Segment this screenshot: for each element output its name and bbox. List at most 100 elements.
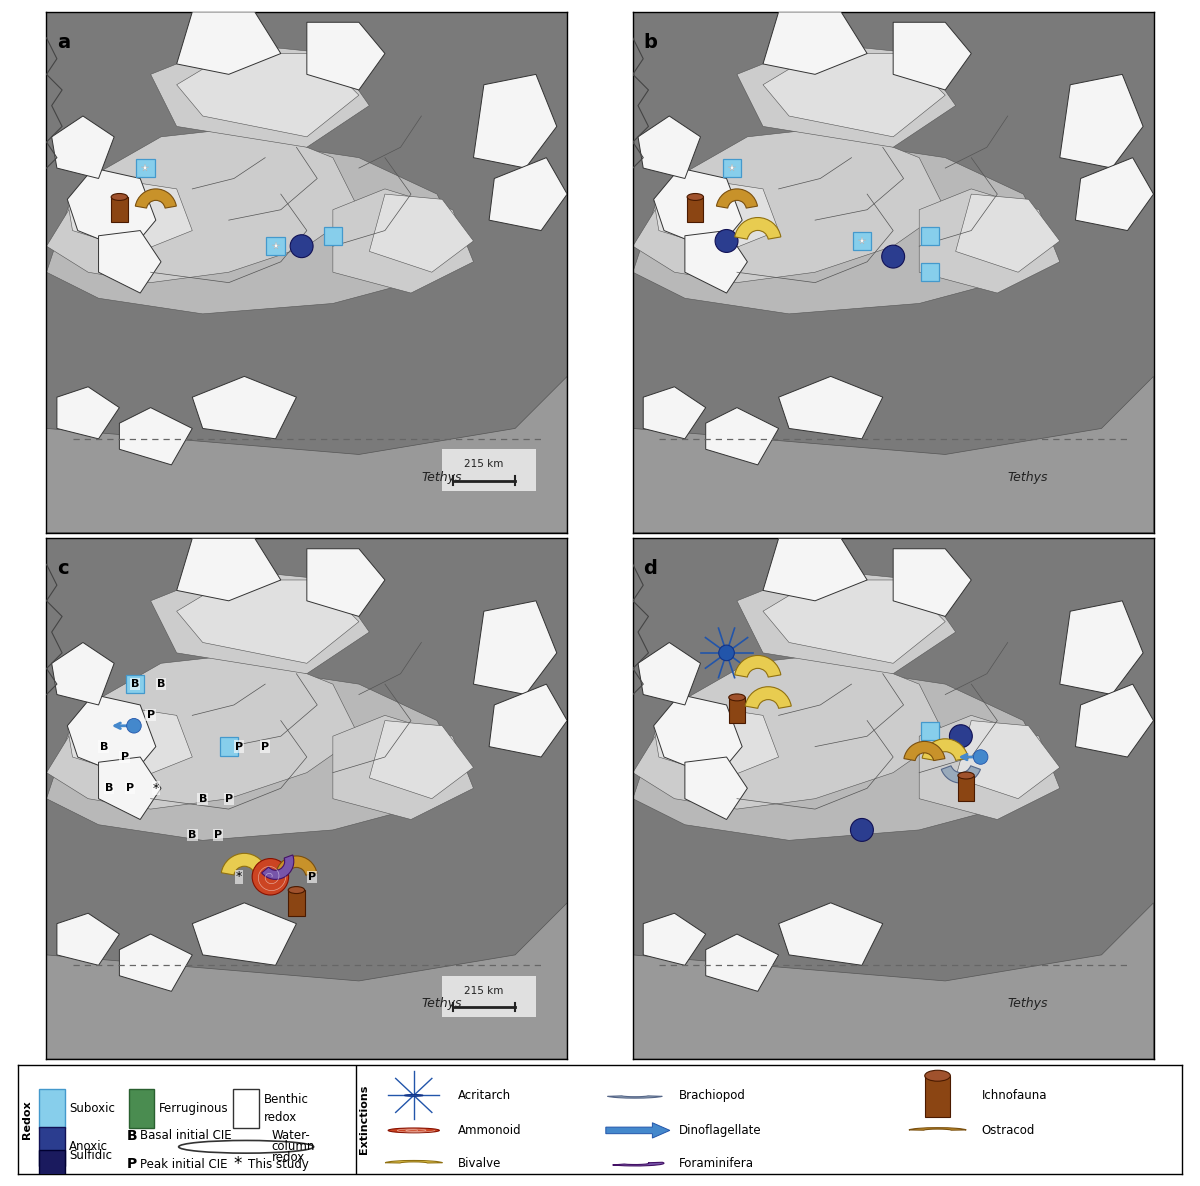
Polygon shape <box>706 408 779 465</box>
Circle shape <box>949 725 972 747</box>
Text: column: column <box>271 1140 316 1153</box>
Polygon shape <box>67 168 156 251</box>
Wedge shape <box>904 741 944 760</box>
Text: Tethys: Tethys <box>1008 997 1049 1010</box>
Text: B: B <box>198 793 206 804</box>
Bar <box>126 675 144 694</box>
Text: redox: redox <box>271 1152 305 1165</box>
Polygon shape <box>763 580 946 663</box>
Polygon shape <box>1060 601 1144 695</box>
Polygon shape <box>638 643 701 704</box>
Circle shape <box>882 246 905 268</box>
Polygon shape <box>779 903 883 965</box>
Text: Tethys: Tethys <box>421 471 462 484</box>
Polygon shape <box>490 684 568 757</box>
Polygon shape <box>893 23 971 90</box>
Wedge shape <box>716 189 757 208</box>
Polygon shape <box>685 757 748 820</box>
Text: B: B <box>157 680 166 689</box>
Text: Brachiopod: Brachiopod <box>679 1089 746 1102</box>
Polygon shape <box>490 158 568 230</box>
Polygon shape <box>638 116 701 178</box>
Circle shape <box>404 1095 424 1096</box>
Polygon shape <box>307 549 385 617</box>
Bar <box>266 237 284 255</box>
Ellipse shape <box>958 772 974 779</box>
Text: Sulfidic: Sulfidic <box>70 1149 113 1162</box>
Text: Bivalve: Bivalve <box>458 1156 502 1169</box>
Polygon shape <box>47 903 568 1059</box>
Text: Foraminifera: Foraminifera <box>679 1156 754 1169</box>
Text: B: B <box>126 1129 137 1143</box>
Polygon shape <box>52 116 114 178</box>
Polygon shape <box>47 652 359 809</box>
Text: P: P <box>308 872 316 881</box>
FancyBboxPatch shape <box>112 197 127 223</box>
Polygon shape <box>632 652 946 809</box>
Bar <box>443 449 536 491</box>
Polygon shape <box>893 549 971 617</box>
FancyArrow shape <box>606 1123 670 1139</box>
Polygon shape <box>643 913 706 965</box>
Text: P: P <box>235 741 244 752</box>
Wedge shape <box>136 189 176 208</box>
Bar <box>722 159 740 177</box>
Text: *: * <box>233 1155 241 1173</box>
Circle shape <box>388 1128 439 1133</box>
Circle shape <box>715 230 738 253</box>
Text: d: d <box>643 559 658 578</box>
Text: Anoxic: Anoxic <box>70 1140 108 1153</box>
Text: B: B <box>131 680 139 689</box>
Polygon shape <box>176 580 359 663</box>
Polygon shape <box>955 195 1060 273</box>
Polygon shape <box>1075 158 1153 230</box>
Bar <box>220 738 238 755</box>
FancyBboxPatch shape <box>728 697 745 723</box>
Polygon shape <box>119 408 192 465</box>
Polygon shape <box>1060 75 1144 168</box>
Ellipse shape <box>112 193 127 200</box>
Bar <box>38 1149 65 1175</box>
Polygon shape <box>632 127 946 282</box>
FancyBboxPatch shape <box>688 197 703 223</box>
Polygon shape <box>47 669 463 841</box>
Polygon shape <box>474 75 557 168</box>
Text: B: B <box>100 741 108 752</box>
Text: P: P <box>224 793 233 804</box>
Polygon shape <box>47 127 359 282</box>
Text: P: P <box>120 752 128 763</box>
Text: Tethys: Tethys <box>421 997 462 1010</box>
Polygon shape <box>56 387 119 439</box>
Polygon shape <box>654 168 742 251</box>
Bar <box>233 1089 259 1128</box>
Polygon shape <box>151 569 370 674</box>
Bar <box>324 227 342 244</box>
Polygon shape <box>192 376 296 439</box>
Polygon shape <box>763 12 868 75</box>
Text: Ammonoid: Ammonoid <box>458 1124 522 1137</box>
Text: Suboxic: Suboxic <box>70 1102 115 1115</box>
Polygon shape <box>643 387 706 439</box>
Text: *: * <box>152 782 158 795</box>
Polygon shape <box>56 913 119 965</box>
Text: a: a <box>56 33 70 52</box>
Text: b: b <box>643 33 658 52</box>
Wedge shape <box>908 1128 966 1130</box>
Text: Extinctions: Extinctions <box>359 1085 368 1154</box>
Polygon shape <box>654 695 742 778</box>
Wedge shape <box>607 1096 662 1098</box>
Polygon shape <box>685 230 748 293</box>
Ellipse shape <box>925 1070 950 1082</box>
Polygon shape <box>47 142 463 314</box>
Text: Ferruginous: Ferruginous <box>158 1102 228 1115</box>
Wedge shape <box>385 1160 443 1163</box>
Text: Redox: Redox <box>23 1101 32 1139</box>
Polygon shape <box>919 189 1060 293</box>
Ellipse shape <box>728 694 745 701</box>
Wedge shape <box>941 766 980 783</box>
Bar <box>38 1127 65 1167</box>
Wedge shape <box>276 856 317 875</box>
Circle shape <box>851 818 874 841</box>
Circle shape <box>252 859 289 895</box>
Polygon shape <box>192 903 296 965</box>
